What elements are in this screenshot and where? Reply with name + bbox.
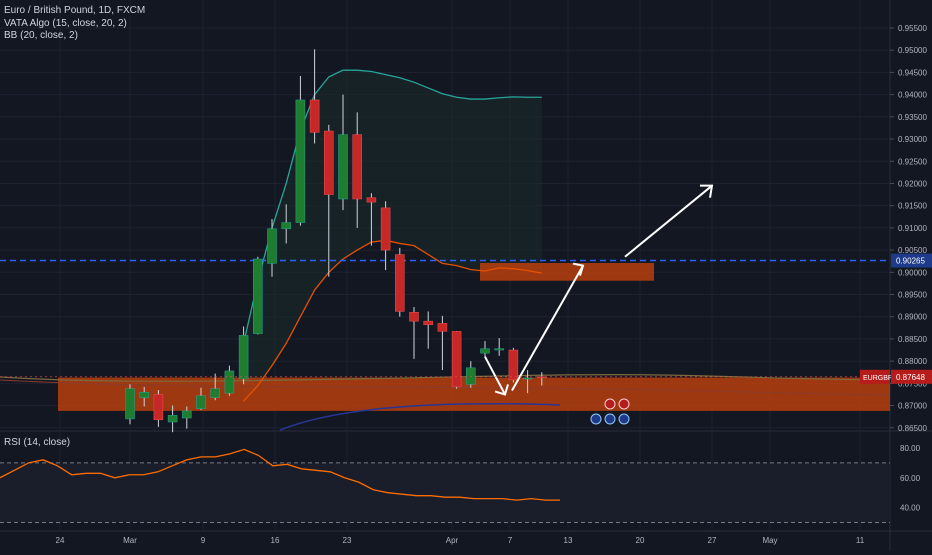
rsi-label: RSI (14, close) [4, 437, 71, 448]
candle-body[interactable] [238, 335, 249, 380]
price-tick-label: 0.94500 [898, 68, 927, 77]
candle-body[interactable] [437, 323, 448, 332]
price-tick-label: 0.89500 [898, 291, 927, 300]
indicator-vata-label: VATA Algo (15, close, 20, 2) [4, 18, 127, 29]
candle-body[interactable] [380, 207, 391, 251]
price-tick-label: 0.90000 [898, 268, 927, 277]
symbol-tag [860, 369, 890, 384]
price-tick-label: 0.91500 [898, 202, 927, 211]
candle-body[interactable] [196, 395, 206, 409]
candle-body[interactable] [395, 254, 405, 312]
time-tick-label: 20 [636, 536, 645, 545]
candle-body[interactable] [267, 228, 277, 264]
candle-body[interactable] [352, 134, 362, 200]
price-tick-label: 0.95500 [898, 24, 927, 33]
bb-upper-line [242, 69, 542, 344]
candle-body[interactable] [338, 134, 348, 200]
candle-body[interactable] [224, 370, 235, 394]
indicator-bb-label: BB (20, close, 2) [4, 30, 78, 41]
projection-arrow-target[interactable] [624, 184, 713, 258]
economic-event-icon[interactable] [618, 413, 630, 425]
key-level-tag [891, 253, 932, 268]
bb-upper-fill [243, 70, 542, 402]
ma-long-line-2 [0, 379, 891, 396]
bb-mid-line [243, 239, 542, 402]
time-tick-label: 16 [271, 536, 280, 545]
price-tick-label: 0.88000 [898, 357, 927, 366]
price-tick-label: 0.87000 [898, 402, 927, 411]
candle-body[interactable] [139, 391, 149, 398]
projection-arrow-up[interactable] [511, 265, 584, 391]
candle-body[interactable] [409, 312, 419, 322]
arrow-head-up [572, 262, 585, 276]
last-price-label: 0.87648 [896, 373, 925, 382]
candle-body[interactable] [494, 348, 504, 351]
time-tick-label: 11 [856, 536, 865, 545]
price-tick-label: 0.93500 [898, 113, 927, 122]
candle-body[interactable] [451, 331, 462, 388]
time-tick-label: 13 [564, 536, 573, 545]
price-tick-label: 0.89000 [898, 313, 927, 322]
arrow-head-down [494, 384, 509, 396]
rsi-tick-label: 80.00 [900, 444, 921, 453]
time-tick-label: Mar [123, 536, 137, 545]
time-tick-label: 24 [56, 536, 65, 545]
news-event-icon[interactable] [604, 398, 616, 410]
price-tick-label: 0.91000 [898, 224, 927, 233]
time-tick-label: 9 [201, 536, 206, 545]
ma-long-line [0, 374, 891, 382]
last-price-tag [891, 369, 932, 384]
candle-body[interactable] [508, 349, 519, 381]
time-tick-label: Apr [446, 536, 459, 545]
candle-body[interactable] [324, 130, 334, 195]
rsi-band-fill [0, 462, 890, 523]
supply-zone[interactable] [480, 262, 654, 281]
candle-body[interactable] [295, 99, 306, 223]
time-tick-label: 7 [508, 536, 513, 545]
price-tick-label: 0.88500 [898, 335, 927, 344]
candle-body[interactable] [480, 348, 490, 354]
candle-body[interactable] [153, 394, 164, 421]
price-tick-label: 0.90500 [898, 246, 927, 255]
rsi-tick-label: 60.00 [900, 474, 921, 483]
candle-body[interactable] [309, 99, 320, 133]
candle-body[interactable] [466, 367, 476, 385]
news-event-icon[interactable] [618, 398, 630, 410]
price-tick-label: 0.94000 [898, 91, 927, 100]
arrow-head-target [700, 184, 714, 198]
candle-body[interactable] [125, 388, 135, 420]
candle-body[interactable] [281, 222, 291, 230]
candle-body[interactable] [522, 377, 533, 380]
economic-event-icon[interactable] [604, 413, 616, 425]
symbol-title: Euro / British Pound, 1D, FXCM [4, 5, 146, 16]
candle-body[interactable] [366, 197, 377, 203]
economic-event-icon[interactable] [590, 413, 602, 425]
candle-body[interactable] [210, 388, 220, 398]
time-tick-label: 23 [343, 536, 352, 545]
candle-body[interactable] [167, 415, 178, 423]
ma-slow-line [279, 402, 561, 431]
rsi-line [0, 448, 560, 501]
price-tick-label: 0.95000 [898, 46, 927, 55]
candle-body[interactable] [182, 410, 192, 419]
time-tick-label: 27 [708, 536, 717, 545]
time-tick-label: May [762, 536, 777, 545]
price-tick-label: 0.87500 [898, 379, 927, 388]
projection-arrow-down[interactable] [484, 356, 506, 395]
symbol-tag-label: EURGBP [863, 375, 893, 382]
candle-body[interactable] [253, 258, 263, 334]
rsi-tick-label: 40.00 [900, 504, 921, 513]
key-level-label: 0.90265 [896, 257, 925, 266]
price-tick-label: 0.92500 [898, 157, 927, 166]
price-tick-label: 0.86500 [898, 424, 927, 433]
candle-body[interactable] [423, 320, 433, 325]
price-tick-label: 0.93000 [898, 135, 927, 144]
price-tick-label: 0.92000 [898, 179, 927, 188]
